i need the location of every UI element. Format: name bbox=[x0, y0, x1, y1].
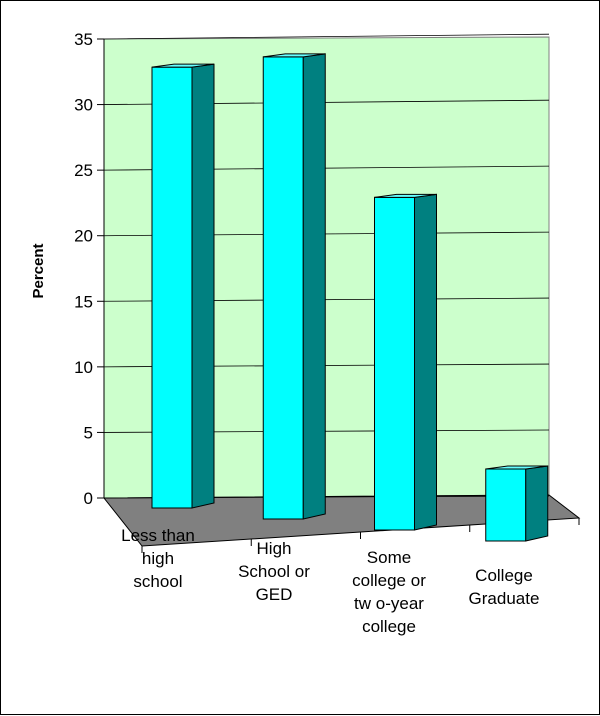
x-category-label-line: college or bbox=[352, 571, 426, 590]
x-category-label: High School or GED bbox=[238, 539, 310, 604]
x-category-label: Some college or tw o-year college bbox=[352, 548, 426, 636]
bars bbox=[151, 53, 549, 542]
bar-front bbox=[485, 468, 527, 542]
y-tick-label: 10 bbox=[74, 358, 93, 377]
chart-walls bbox=[102, 36, 581, 547]
x-category-label-line: GED bbox=[256, 585, 293, 604]
bar-side bbox=[525, 465, 549, 542]
x-category-label: Less than high school bbox=[121, 526, 195, 591]
x-category-label-line: school bbox=[133, 572, 182, 591]
x-category-label-line: School or bbox=[238, 562, 310, 581]
x-category-label-line: Less than bbox=[121, 526, 195, 545]
y-tick-label: 15 bbox=[74, 292, 93, 311]
y-tick-label: 20 bbox=[74, 227, 93, 246]
x-category-label-line: High bbox=[257, 539, 292, 558]
x-category-label-line: high bbox=[142, 549, 174, 568]
x-category-label-line: College bbox=[475, 566, 533, 585]
y-axis-ticks: 0 5 10 15 20 25 30 35 bbox=[74, 30, 104, 508]
bar-top bbox=[151, 63, 215, 68]
bar-top bbox=[263, 53, 326, 58]
gridline bbox=[103, 33, 550, 40]
bar-top bbox=[374, 193, 437, 198]
bar-front bbox=[262, 56, 304, 520]
y-tick-label: 30 bbox=[74, 96, 93, 115]
y-tick-label: 5 bbox=[84, 423, 93, 442]
bar-front bbox=[374, 196, 415, 531]
x-category-label-line: college bbox=[362, 617, 416, 636]
y-tick-label: 0 bbox=[84, 489, 93, 508]
y-tick-label: 35 bbox=[74, 30, 93, 49]
bar-front bbox=[151, 66, 193, 509]
x-category-label-line: tw o-year bbox=[354, 594, 424, 613]
bar-side bbox=[414, 193, 437, 531]
x-category-label: College Graduate bbox=[469, 566, 540, 608]
x-category-label-line: Some bbox=[367, 548, 411, 567]
x-axis-labels: Less than high school High School or GED Some c… bbox=[121, 518, 580, 636]
bar-side bbox=[302, 53, 326, 520]
x-category-label-line: Graduate bbox=[469, 589, 540, 608]
bar-side bbox=[191, 63, 215, 509]
y-tick-label: 25 bbox=[74, 161, 93, 180]
y-axis-title: Percent bbox=[30, 243, 47, 298]
bar-top bbox=[485, 465, 548, 470]
